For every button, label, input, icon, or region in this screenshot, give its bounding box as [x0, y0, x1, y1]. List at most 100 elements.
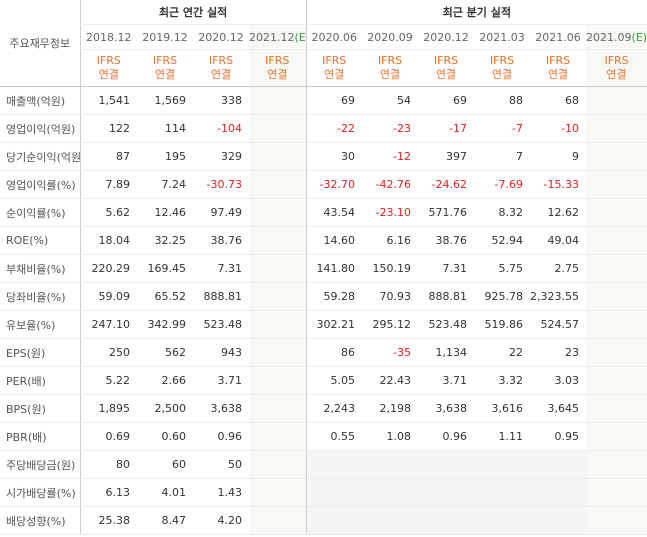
value-cell: 38.76 [193, 226, 249, 255]
row-label: 당좌비율(%) [0, 282, 80, 311]
basis-text: 연결 [435, 68, 457, 81]
value-cell: 8.32 [474, 198, 531, 227]
empty-cell [305, 478, 363, 507]
value-cell: 519.86 [474, 310, 531, 339]
data-row: EPS(원) 250 562 943 86 -35 1,134 22 23 [0, 338, 647, 367]
value-cell: 80 [79, 450, 137, 479]
value-cell: 6.13 [79, 478, 137, 507]
value-cell: -23.10 [362, 198, 419, 227]
value-cell: 68 [530, 86, 587, 115]
value-cell: 38.76 [418, 226, 475, 255]
data-row: 배당성향(%) 25.38 8.47 4.20 [0, 506, 647, 535]
period: 2021.03 [479, 30, 525, 44]
value-cell: 7.89 [79, 170, 137, 199]
value-cell: 8.47 [137, 506, 193, 535]
data-row: 당좌비율(%) 59.09 65.52 888.81 59.28 70.93 888.81 9… [0, 282, 647, 311]
value-cell: 65.52 [137, 282, 193, 311]
value-cell: 25.38 [79, 506, 137, 535]
basis-text: IFRS [604, 54, 629, 67]
empty-cell [305, 506, 363, 535]
empty-cell [586, 114, 647, 143]
period: 2020.09 [367, 30, 413, 44]
value-cell: 1,541 [79, 86, 137, 115]
value-cell: 122 [79, 114, 137, 143]
value-cell: -7 [474, 114, 531, 143]
period-header: 2020.06 [305, 24, 363, 50]
value-cell: 12.46 [137, 198, 193, 227]
value-cell: 3.32 [474, 366, 531, 395]
basis-header: IFRS 연결 [586, 49, 647, 87]
value-cell: -17 [418, 114, 475, 143]
basis-header: IFRS 연결 [305, 49, 363, 87]
value-cell: 97.49 [193, 198, 249, 227]
data-row: 주당배당금(원) 80 60 50 [0, 450, 647, 479]
value-cell: 14.60 [305, 226, 363, 255]
value-cell: 2,500 [137, 394, 193, 423]
value-cell: 1,569 [137, 86, 193, 115]
basis-text: IFRS [489, 54, 515, 67]
empty-cell [249, 450, 307, 479]
value-cell: 22 [474, 338, 531, 367]
value-cell: -10 [530, 114, 587, 143]
empty-cell [249, 394, 307, 423]
value-cell: 3,616 [474, 394, 531, 423]
basis-text: 연결 [379, 68, 401, 81]
empty-cell [586, 478, 647, 507]
empty-cell [249, 478, 307, 507]
value-cell: 23 [530, 338, 587, 367]
empty-cell [586, 366, 647, 395]
value-cell: 43.54 [305, 198, 363, 227]
period-header: 2020.09 [362, 24, 419, 50]
value-cell: 52.94 [474, 226, 531, 255]
row-label: ROE(%) [0, 226, 80, 255]
value-cell: 302.21 [305, 310, 363, 339]
value-cell: 0.96 [193, 422, 249, 451]
empty-cell [586, 310, 647, 339]
empty-cell [586, 338, 647, 367]
empty-cell [249, 226, 307, 255]
basis-header: IFRS 연결 [530, 49, 587, 87]
corner-header: 주요재무정보 [0, 0, 80, 87]
value-cell: 3.71 [193, 366, 249, 395]
basis-text: IFRS [96, 54, 121, 67]
period: 2020.12 [423, 30, 469, 44]
value-cell: 9 [530, 142, 587, 171]
data-row: 당기순이익(억원) 87 195 329 30 -12 397 7 9 [0, 142, 647, 171]
value-cell: 250 [79, 338, 137, 367]
value-cell: 1,895 [79, 394, 137, 423]
value-cell: 59.28 [305, 282, 363, 311]
value-cell: 0.96 [418, 422, 475, 451]
basis-header: IFRS 연결 [249, 49, 307, 87]
row-label: 주당배당금(원) [0, 450, 80, 479]
data-row: 순이익률(%) 5.62 12.46 97.49 43.54 -23.10 571.76 8.… [0, 198, 647, 227]
period-header: 2020.12 [193, 24, 249, 50]
period: 2021.09 [586, 30, 632, 44]
value-cell: 3,638 [193, 394, 249, 423]
estimate-mark: (E) [631, 30, 647, 44]
basis-text: 연결 [267, 68, 288, 81]
value-cell: 6.16 [362, 226, 419, 255]
empty-cell [586, 142, 647, 171]
period-header: 2021.12(E) [249, 24, 307, 50]
value-cell: 7 [474, 142, 531, 171]
empty-cell [586, 254, 647, 283]
value-cell: -30.73 [193, 170, 249, 199]
empty-cell [418, 450, 475, 479]
value-cell: 30 [305, 142, 363, 171]
empty-cell [249, 422, 307, 451]
value-cell: 69 [305, 86, 363, 115]
value-cell: 1.08 [362, 422, 419, 451]
row-label: BPS(원) [0, 394, 80, 423]
basis-text: 연결 [547, 68, 569, 81]
value-cell: 523.48 [418, 310, 475, 339]
value-cell: 1.43 [193, 478, 249, 507]
empty-cell [586, 170, 647, 199]
value-cell: 3,638 [418, 394, 475, 423]
period-header: 2018.12 [79, 24, 137, 50]
period: 2019.12 [142, 30, 188, 44]
empty-cell [249, 282, 307, 311]
data-row: 영업이익률(%) 7.89 7.24 -30.73 -32.70 -42.76 -24.62… [0, 170, 647, 199]
basis-text: 연결 [154, 68, 176, 81]
header-row: 2018.122019.122020.122021.12(E)2020.0620… [0, 24, 647, 50]
